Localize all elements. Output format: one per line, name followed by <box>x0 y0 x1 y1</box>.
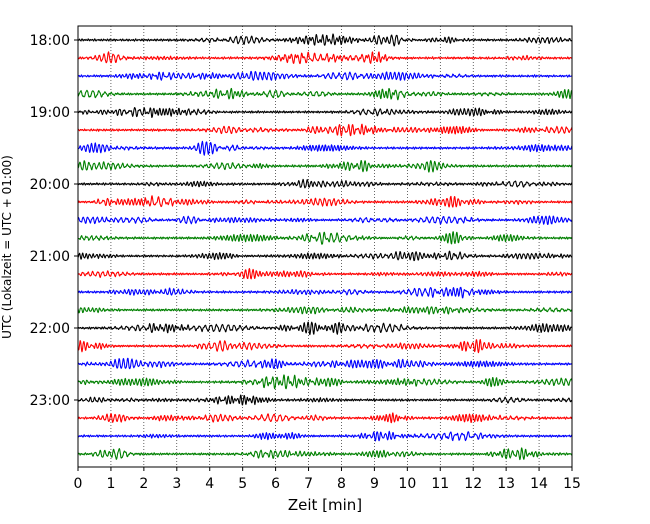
trace-1945 <box>77 159 573 173</box>
trace-2030 <box>77 215 573 225</box>
trace-2215 <box>77 339 573 354</box>
trace-2200 <box>77 321 573 336</box>
trace-1845 <box>77 87 573 101</box>
y-tick-label-1: 19:00 <box>30 105 70 121</box>
y-axis-label: UTC (Lokalzeit = UTC + 01:00) <box>0 155 14 339</box>
trace-1915 <box>77 123 573 137</box>
trace-1900 <box>77 107 573 118</box>
seismic-traces <box>77 33 573 461</box>
trace-1815 <box>77 51 573 65</box>
trace-2015 <box>77 195 573 208</box>
trace-2315 <box>77 412 573 424</box>
x-axis-ticks: 0 1 2 3 4 5 6 7 8 9 10 11 12 13 14 15 <box>74 467 581 492</box>
x-tick-label-5: 5 <box>238 476 247 492</box>
trace-1930 <box>77 140 573 156</box>
x-tick-label-1: 1 <box>106 476 115 492</box>
x-tick-label-14: 14 <box>530 476 548 492</box>
trace-2300 <box>77 394 573 406</box>
y-tick-label-4: 22:00 <box>30 321 70 337</box>
y-axis-ticks: 18:00 19:00 20:00 21:00 22:00 23:00 <box>30 33 78 409</box>
x-tick-label-2: 2 <box>139 476 148 492</box>
trace-2230 <box>77 357 573 370</box>
trace-2000 <box>77 178 573 189</box>
y-tick-label-3: 21:00 <box>30 249 70 265</box>
y-tick-label-0: 18:00 <box>30 33 70 49</box>
plot-frame <box>77 25 573 468</box>
x-tick-label-3: 3 <box>172 476 181 492</box>
trace-2330 <box>77 430 573 442</box>
trace-2245 <box>77 374 573 390</box>
x-tick-label-10: 10 <box>398 476 416 492</box>
y-tick-label-2: 20:00 <box>30 177 70 193</box>
trace-2100 <box>77 250 573 262</box>
x-tick-label-4: 4 <box>205 476 214 492</box>
x-tick-label-8: 8 <box>337 476 346 492</box>
x-tick-label-6: 6 <box>271 476 280 492</box>
x-tick-label-15: 15 <box>563 476 581 492</box>
x-tick-label-0: 0 <box>74 476 83 492</box>
y-tick-label-5: 23:00 <box>30 393 70 409</box>
x-tick-label-11: 11 <box>431 476 449 492</box>
trace-2045 <box>77 231 573 245</box>
trace-2115 <box>77 268 573 280</box>
x-axis-label: Zeit [min] <box>288 496 362 514</box>
x-tick-label-13: 13 <box>497 476 515 492</box>
trace-2145 <box>77 306 573 315</box>
trace-1830 <box>77 70 573 81</box>
x-tick-label-12: 12 <box>464 476 482 492</box>
trace-2345 <box>77 447 573 461</box>
x-tick-label-7: 7 <box>304 476 313 492</box>
x-tick-label-9: 9 <box>370 476 379 492</box>
trace-2130 <box>77 286 573 299</box>
trace-1800 <box>77 33 573 47</box>
